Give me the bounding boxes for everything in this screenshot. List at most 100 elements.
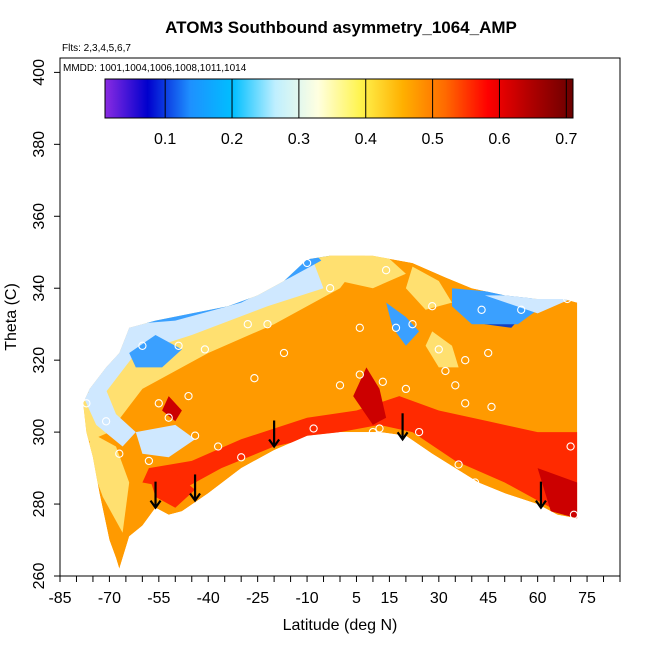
x-tick-label: 30 (430, 590, 448, 607)
observation-point (477, 305, 486, 314)
observation-point (190, 431, 200, 440)
chart-title: ATOM3 Southbound asymmetry_1064_AMP (165, 18, 517, 37)
observation-point (309, 424, 318, 433)
colorbar: 0.1 0.2 0.3 0.4 0.5 0.6 0.7 (104, 78, 578, 148)
down-arrow (268, 420, 281, 449)
colorbar-tick-label: 0.5 (421, 131, 443, 148)
observation-point (378, 377, 387, 386)
x-tick-label: 45 (479, 590, 497, 607)
observation-point (164, 413, 173, 422)
observation-point (487, 402, 496, 412)
observation-point (451, 381, 460, 390)
observation-point (434, 345, 443, 354)
observation-point (563, 294, 572, 304)
observation-point (569, 510, 579, 519)
down-arrow (189, 474, 201, 503)
observation-point (517, 305, 526, 314)
y-axis-label: Theta (C) (3, 283, 20, 351)
field-region-17 (307, 306, 360, 368)
field-region-11 (142, 396, 578, 519)
down-arrow (396, 413, 409, 442)
x-tick-label: -85 (48, 590, 71, 607)
observation-point (461, 399, 470, 408)
x-axis: -85 -70 -55 -40 -25 -10 5 15 30 45 60 75 (48, 576, 621, 607)
field-region-5 (135, 424, 196, 458)
down-arrow (535, 481, 547, 510)
field-region-10 (484, 295, 571, 314)
observation-point (470, 478, 480, 487)
colorbar-tick-label: 0.1 (154, 131, 176, 148)
colorbar-tick-label: 0.2 (221, 131, 243, 148)
colorbar-tick-label: 0.4 (355, 131, 377, 148)
observation-point (368, 427, 378, 437)
y-axis: 260 280 300 320 340 360 380 400 (31, 59, 60, 589)
observation-point (484, 348, 493, 358)
observation-point (115, 449, 124, 458)
x-tick-label: 5 (352, 590, 361, 607)
observation-point (375, 424, 384, 433)
observation-point (335, 381, 345, 390)
observation-point (82, 399, 91, 408)
arrow-markers (149, 413, 547, 510)
field-region-18 (405, 266, 452, 310)
colorbar-tick-label: 0.6 (488, 131, 510, 148)
observation-point (325, 284, 335, 293)
x-tick-label: -25 (246, 590, 269, 607)
field-region-4 (83, 381, 136, 447)
observation-point (184, 391, 193, 401)
observation-point (213, 442, 223, 451)
observation-point (263, 320, 272, 329)
heatmap-field (83, 255, 578, 569)
observation-point (461, 356, 470, 365)
observation-point (138, 341, 147, 350)
x-axis-label: Latitude (deg N) (283, 617, 398, 634)
observation-point (302, 258, 312, 268)
observation-point (381, 266, 391, 275)
observation-point (441, 366, 450, 376)
observation-point (279, 348, 289, 358)
y-tick-label: 300 (31, 419, 48, 446)
colorbar-gradient (104, 78, 574, 119)
x-tick-label: -55 (147, 590, 170, 607)
x-tick-label: -10 (295, 590, 318, 607)
y-tick-label: 360 (31, 203, 48, 230)
colorbar-tick-label: 0.3 (288, 131, 310, 148)
observation-point (401, 384, 411, 394)
field-region-3 (129, 335, 182, 368)
field-region-13 (353, 367, 387, 425)
down-arrow (149, 481, 162, 510)
y-tick-label: 400 (31, 59, 48, 86)
observation-point (428, 302, 437, 311)
y-tick-label: 340 (31, 275, 48, 302)
field-region-7 (386, 302, 420, 346)
x-tick-label: 75 (578, 590, 596, 607)
colorbar-tick-label: 0.7 (555, 131, 577, 148)
observation-point (391, 323, 401, 332)
y-tick-label: 320 (31, 347, 48, 374)
observation-point (101, 417, 111, 426)
observation-point (154, 399, 163, 408)
observation-point (355, 370, 364, 379)
y-tick-label: 280 (31, 491, 48, 518)
flights-subtitle: Flts: 2,3,4,5,6,7 (62, 43, 131, 54)
field-region-12 (148, 468, 196, 508)
field-region-15 (162, 396, 182, 422)
observation-point (174, 341, 183, 350)
field-region-14 (537, 468, 578, 519)
observation-point (454, 460, 463, 469)
observation-point (250, 374, 259, 383)
observation-point (566, 442, 575, 451)
observation-point (108, 348, 117, 358)
observation-point (237, 453, 246, 462)
observation-point (144, 456, 154, 466)
observation-point (355, 323, 364, 332)
observation-point (200, 345, 210, 354)
x-tick-label: 60 (529, 590, 547, 607)
x-tick-label: -70 (98, 590, 121, 607)
observation-point (243, 320, 252, 329)
observation-point (414, 427, 424, 437)
y-tick-label: 380 (31, 131, 48, 158)
observation-points (82, 258, 579, 519)
x-tick-label: 15 (381, 590, 399, 607)
